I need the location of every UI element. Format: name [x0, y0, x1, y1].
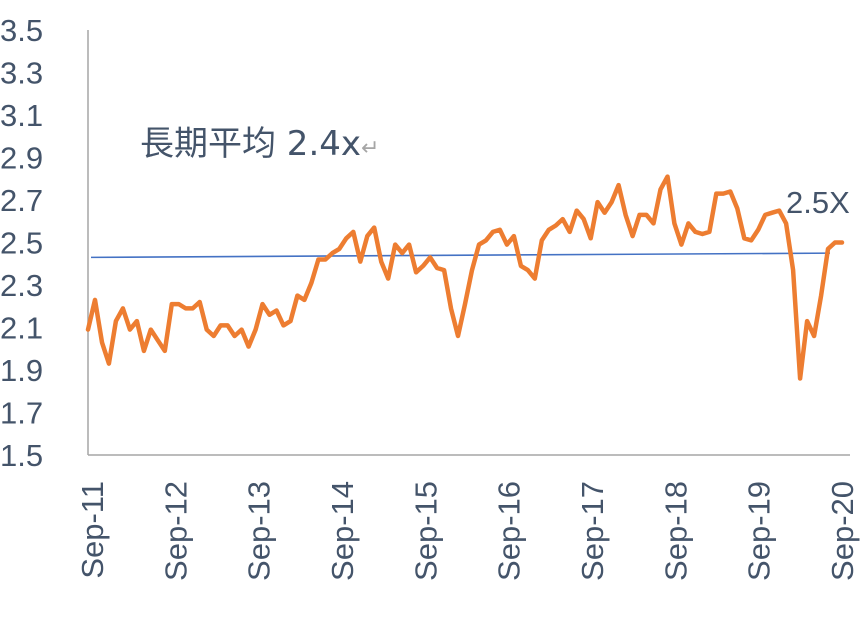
y-tick-label: 2.5 — [0, 226, 43, 261]
x-tick-label: Sep-20 — [825, 481, 860, 581]
x-tick-label: Sep-15 — [408, 481, 443, 581]
annotation-return-mark: ↵ — [361, 136, 379, 161]
y-tick-label: 2.7 — [0, 183, 43, 218]
y-tick-label: 1.5 — [0, 438, 43, 473]
x-tick-label: Sep-16 — [492, 481, 527, 581]
y-tick-label: 2.9 — [0, 141, 43, 176]
y-axis-ticks: 3.5 3.3 3.1 2.9 2.7 2.5 2.3 2.1 1.9 1.7 1.5 — [0, 13, 43, 473]
x-tick-label: Sep-13 — [242, 481, 277, 581]
x-axis-ticks: Sep-11 Sep-12 Sep-13 Sep-14 Sep-15 Sep-16 Sep-… — [75, 481, 860, 581]
y-tick-label: 3.1 — [0, 98, 43, 133]
y-tick-label: 1.9 — [0, 353, 43, 388]
average-annotation: 長期平均 2.4x↵ — [140, 124, 379, 164]
x-tick-label: Sep-18 — [658, 481, 693, 581]
y-tick-label: 1.7 — [0, 396, 43, 431]
y-tick-label: 3.3 — [0, 56, 43, 91]
end-value-label: 2.5X — [786, 185, 850, 220]
x-tick-label: Sep-14 — [325, 481, 360, 581]
series-line — [85, 174, 845, 381]
average-line — [90, 252, 831, 259]
annotation-text: 長期平均 2.4x — [140, 124, 361, 164]
y-tick-label: 2.1 — [0, 311, 43, 346]
x-tick-label: Sep-19 — [742, 481, 777, 581]
y-tick-label: 3.5 — [0, 13, 43, 48]
x-tick-label: Sep-12 — [158, 481, 193, 581]
x-tick-label: Sep-17 — [575, 481, 610, 581]
x-tick-label: Sep-11 — [75, 481, 110, 579]
y-tick-label: 2.3 — [0, 268, 43, 303]
